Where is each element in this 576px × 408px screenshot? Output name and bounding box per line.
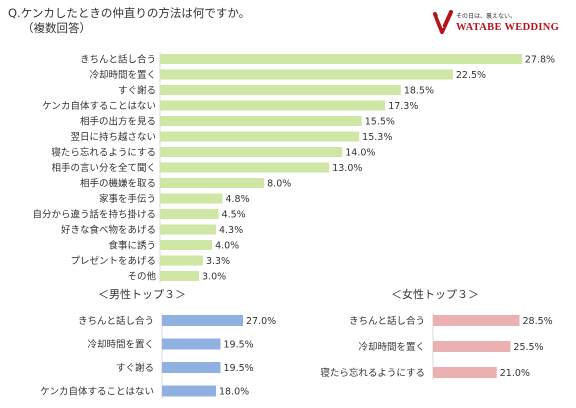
- male-value-label: 18.0%: [219, 386, 249, 397]
- overall-bar: [160, 209, 219, 219]
- male-category-label: 冷却時間を置く: [87, 338, 154, 350]
- male-value-label: 19.5%: [224, 363, 254, 374]
- male-bar: [162, 315, 243, 326]
- brand-logo: その日は、裏えない。 WATABE WEDDING: [432, 8, 572, 38]
- female-bar: [433, 315, 520, 326]
- overall-category-label: ケンカ自体することはない: [42, 100, 156, 112]
- male-category-label: きちんと話し合う: [78, 315, 154, 327]
- overall-value-label: 14.0%: [345, 147, 375, 158]
- overall-value-label: 22.5%: [456, 70, 486, 81]
- female-category-label: 冷却時間を置く: [358, 341, 425, 353]
- overall-value-label: 8.0%: [267, 178, 291, 189]
- overall-category-label: きちんと話し合う: [80, 53, 156, 65]
- overall-category-label: その他: [127, 270, 156, 282]
- overall-category-label: すぐ謝る: [118, 84, 156, 96]
- wedding-logo-icon: [433, 10, 453, 34]
- overall-bar: [160, 271, 200, 281]
- overall-category-label: 冷却時間を置く: [89, 69, 156, 81]
- male-value-label: 27.0%: [246, 316, 276, 327]
- overall-category-label: 食事に誘う: [108, 239, 156, 251]
- female-value-label: 25.5%: [513, 342, 543, 353]
- overall-value-label: 15.5%: [365, 116, 395, 127]
- logo-brand-name: WATABE WEDDING: [456, 22, 560, 33]
- overall-category-label: 相手の出方を見る: [80, 115, 156, 127]
- overall-bar: [160, 255, 203, 266]
- overall-bar: [160, 178, 265, 188]
- male-top3-title: ＜男性トップ３＞: [98, 287, 186, 301]
- overall-value-label: 13.0%: [332, 163, 362, 174]
- overall-bar: [160, 193, 223, 204]
- overall-value-label: 18.5%: [404, 85, 434, 96]
- overall-value-label: 4.3%: [219, 225, 243, 236]
- overall-bar: [160, 69, 453, 80]
- overall-value-label: 4.0%: [215, 240, 239, 251]
- male-bar: [162, 338, 221, 350]
- overall-bar-chart: きちんと話し合う 27.8% 冷却時間を置く 22.5% すぐ謝る 18.5% ケンカ自体す…: [32, 52, 555, 283]
- overall-category-label: 寝たら忘れるようにする: [51, 146, 156, 158]
- overall-value-label: 4.5%: [222, 209, 246, 220]
- female-bar-chart: きちんと話し合う 28.5% 冷却時間を置く 25.5% 寝たら忘れるようにする 21.0…: [320, 313, 553, 380]
- overall-bar: [160, 162, 330, 173]
- overall-category-label: プレゼントをあげる: [70, 255, 156, 267]
- multiple-answer-note: （複数回答）: [22, 21, 91, 35]
- male-bar-chart: きちんと話し合う 27.0% 冷却時間を置く 19.5% すぐ謝る 19.5% ケンカ自体す…: [40, 313, 276, 399]
- overall-bar: [160, 131, 360, 142]
- overall-bar: [160, 100, 386, 111]
- female-bar: [433, 341, 511, 352]
- question-title: Q.ケンカしたときの仲直りの方法は何ですか。: [8, 6, 251, 20]
- overall-bar: [160, 224, 216, 235]
- male-bar: [162, 385, 216, 397]
- overall-category-label: 自分から違う話を持ち掛ける: [32, 208, 156, 220]
- female-bar: [433, 367, 497, 378]
- female-value-label: 21.0%: [500, 368, 530, 379]
- overall-bar: [160, 85, 401, 95]
- overall-value-label: 3.3%: [206, 256, 230, 267]
- overall-value-label: 17.3%: [388, 101, 418, 112]
- overall-category-label: 好きな食べ物をあげる: [61, 224, 156, 236]
- male-bar: [162, 362, 221, 373]
- overall-bar: [160, 147, 343, 157]
- overall-bar: [160, 54, 522, 64]
- male-value-label: 19.5%: [224, 339, 254, 350]
- female-category-label: きちんと話し合う: [349, 315, 425, 327]
- overall-category-label: 翌日に持ち越さない: [70, 131, 156, 143]
- overall-category-label: 家事を手伝う: [99, 193, 156, 205]
- overall-value-label: 27.8%: [525, 54, 555, 65]
- female-category-label: 寝たら忘れるようにする: [320, 367, 425, 379]
- male-category-label: ケンカ自体することはない: [40, 385, 154, 397]
- overall-category-label: 相手の言い分を全て聞く: [51, 162, 156, 174]
- overall-bar: [160, 240, 213, 250]
- overall-value-label: 15.3%: [362, 132, 392, 143]
- overall-category-label: 相手の機嫌を取る: [80, 177, 156, 189]
- female-value-label: 28.5%: [523, 316, 553, 327]
- overall-value-label: 4.8%: [225, 194, 249, 205]
- logo-tagline: その日は、裏えない。: [456, 13, 517, 20]
- overall-bar: [160, 116, 362, 126]
- overall-value-label: 3.0%: [202, 271, 226, 282]
- female-top3-title: ＜女性トップ３＞: [391, 287, 479, 301]
- male-category-label: すぐ謝る: [116, 362, 154, 374]
